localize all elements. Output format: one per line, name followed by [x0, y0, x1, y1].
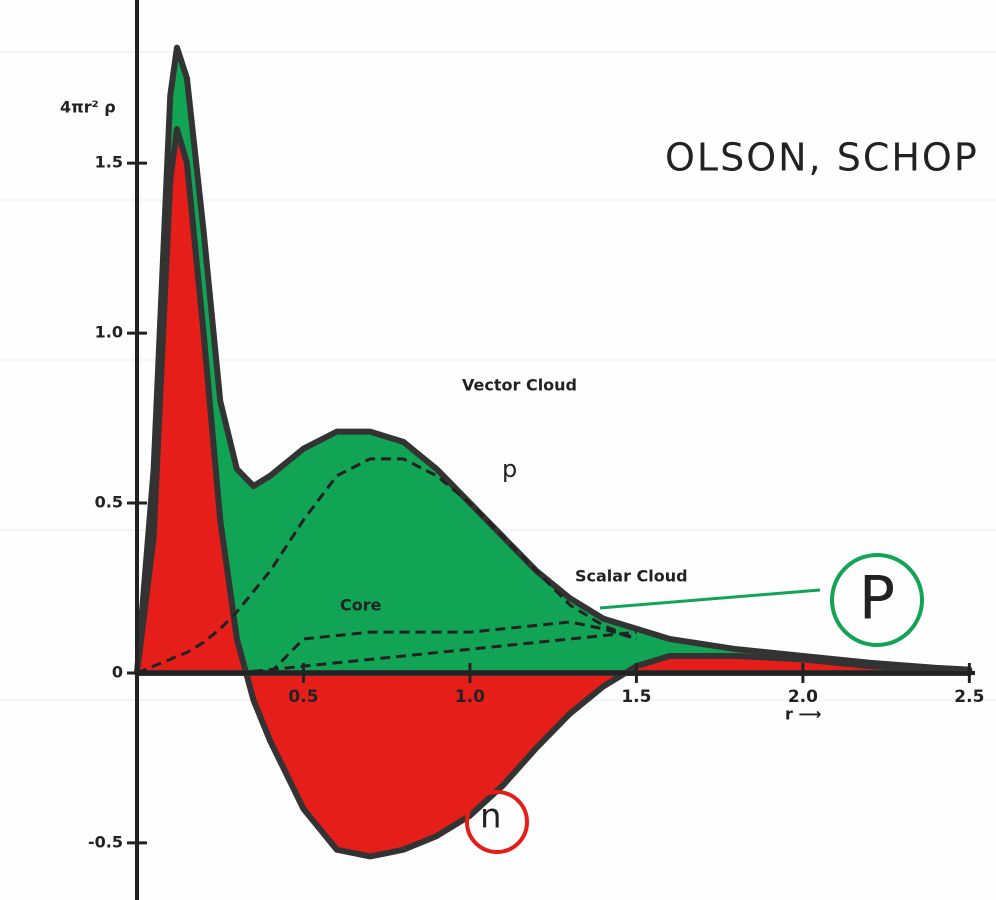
- x-tick-label: 2.5: [954, 687, 984, 707]
- area-p: [134, 44, 973, 676]
- p-arrow: [599, 588, 821, 610]
- annotation: P: [859, 564, 895, 634]
- p-circle: [830, 553, 924, 647]
- x-tick-label: 1.0: [455, 687, 485, 707]
- series-label: p: [502, 455, 517, 483]
- x-tick-label: 2.0: [788, 687, 818, 707]
- x-tick-label: 1.5: [621, 687, 651, 707]
- x-axis-label: r ⟶: [785, 705, 821, 724]
- series-label: Core: [340, 596, 382, 615]
- series-label: Scalar Cloud: [575, 567, 688, 586]
- y-tick-label: 1.0: [95, 323, 123, 342]
- n-circle: [465, 790, 529, 854]
- x-tick-label: 0.5: [288, 687, 318, 707]
- chart-title: OLSON, SCHOP: [665, 136, 979, 180]
- series-label: Vector Cloud: [462, 376, 577, 395]
- y-axis-label: 4πr² ρ: [60, 98, 116, 117]
- dashed-line: [269, 620, 637, 675]
- y-tick-label: 0.5: [95, 493, 123, 512]
- series-label: n: [480, 797, 502, 837]
- y-tick-label: 1.5: [95, 153, 123, 172]
- y-tick-label: 0: [112, 662, 123, 681]
- y-tick-label: -0.5: [88, 832, 123, 851]
- dashed-line: [136, 457, 637, 675]
